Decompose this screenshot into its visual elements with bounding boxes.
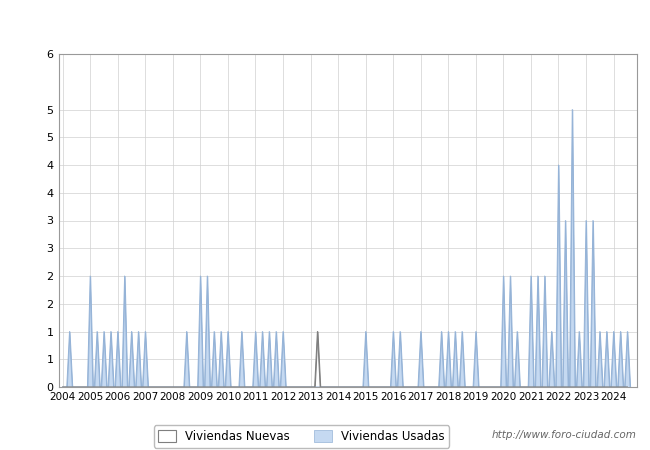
Legend: Viviendas Nuevas, Viviendas Usadas: Viviendas Nuevas, Viviendas Usadas [153, 425, 449, 448]
Text: Villaescusa - Evolucion del Nº de Transacciones Inmobiliarias: Villaescusa - Evolucion del Nº de Transa… [102, 16, 548, 31]
Text: http://www.foro-ciudad.com: http://www.foro-ciudad.com [492, 430, 637, 440]
